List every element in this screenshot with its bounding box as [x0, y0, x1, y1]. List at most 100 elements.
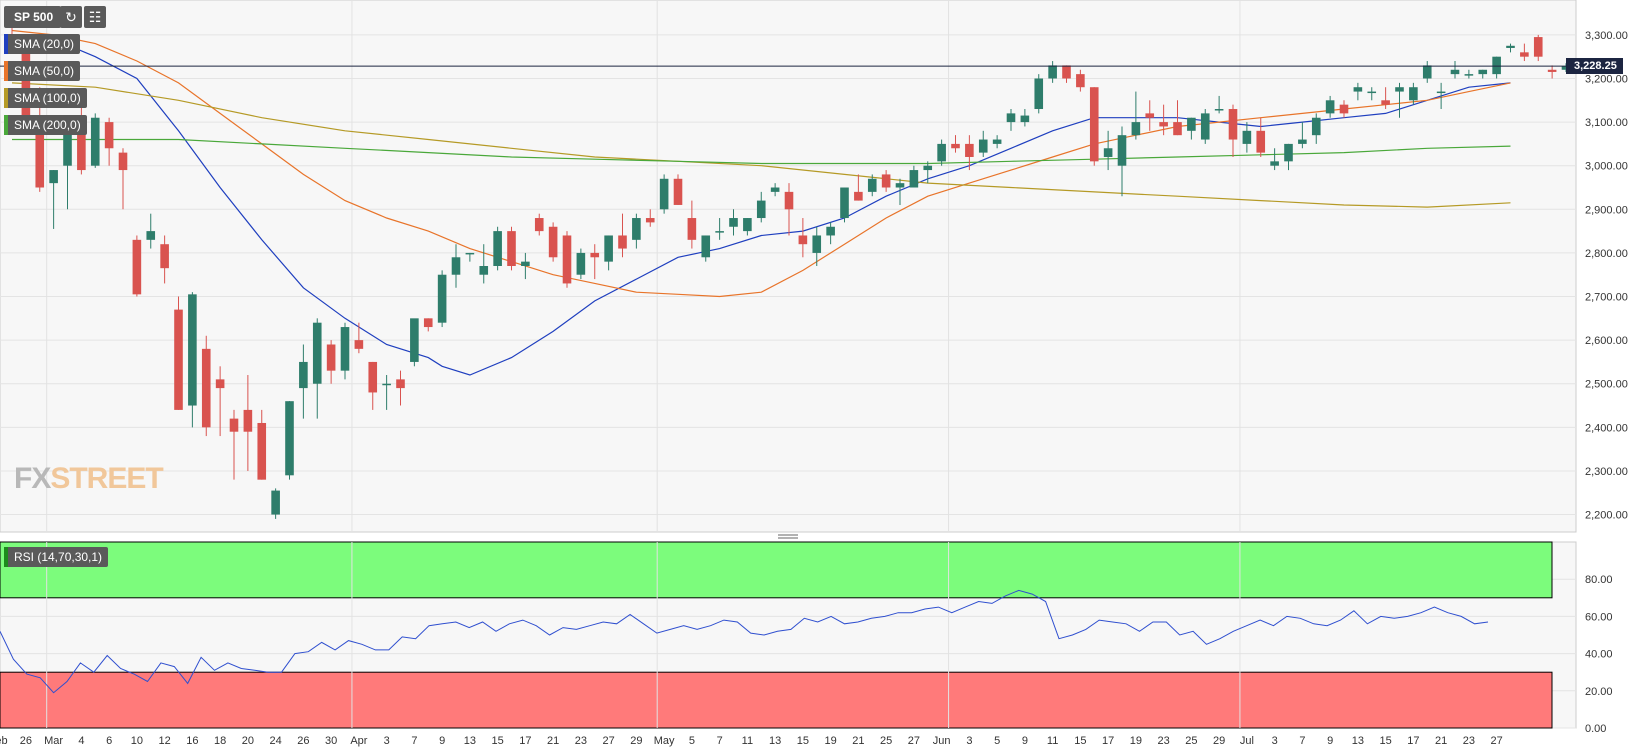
x-tick-label: 27 [1491, 735, 1503, 747]
candle-body [909, 170, 919, 188]
candle-body [1242, 130, 1252, 144]
candle-body [1089, 87, 1099, 162]
x-tick-label: 29 [1213, 735, 1225, 747]
y-tick-label: 2,500.00 [1585, 379, 1628, 391]
x-tick-label: 27 [603, 735, 615, 747]
x-tick-label: 17 [1407, 735, 1419, 747]
x-tick-label: 23 [1158, 735, 1170, 747]
candle-body [715, 231, 724, 233]
x-tick-label: 23 [1463, 735, 1475, 747]
rsi-tick-label: 0.00 [1585, 723, 1606, 735]
x-tick-label: 21 [1435, 735, 1447, 747]
fxstreet-watermark: FXSTREET [14, 462, 164, 496]
x-tick-label: Jul [1240, 735, 1254, 747]
x-tick-label: 11 [1047, 735, 1058, 747]
candle-body [562, 235, 572, 284]
y-tick-label: 3,200.00 [1585, 73, 1628, 85]
y-tick-label: 2,400.00 [1585, 422, 1628, 434]
y-tick-label: 2,200.00 [1585, 510, 1628, 522]
watermark-fx: FX [14, 462, 51, 495]
candle-body [548, 226, 558, 258]
candle-body [1325, 100, 1335, 114]
x-tick-label: 7 [1299, 735, 1305, 747]
candle-body [1131, 122, 1141, 136]
candle-body [146, 231, 156, 240]
legend-swatch [4, 115, 8, 135]
candle-body [618, 235, 627, 249]
x-tick-label: 18 [214, 735, 226, 747]
candle-body [1367, 91, 1377, 94]
candle-body [978, 139, 988, 153]
x-tick-label: 9 [1327, 735, 1333, 747]
pane-resize-handle[interactable] [778, 534, 798, 539]
rsi-line [0, 589, 1489, 694]
legend-swatch [4, 88, 8, 108]
candle-body [1145, 113, 1155, 118]
candle-body [1062, 65, 1071, 79]
candle-body [326, 344, 336, 371]
x-tick-label: Feb [0, 735, 8, 747]
symbol-label[interactable]: SP 500 [4, 6, 62, 28]
x-tick-label: 26 [20, 735, 32, 747]
candle-body [840, 187, 849, 219]
x-tick-label: 3 [1272, 735, 1278, 747]
x-tick-label: 27 [908, 735, 920, 747]
rsi-tick-label: 20.00 [1585, 686, 1613, 698]
x-tick-label: 19 [1130, 735, 1142, 747]
candle-body [965, 143, 974, 157]
x-tick-label: 5 [689, 735, 695, 747]
rsi-tick-label: 60.00 [1585, 611, 1613, 623]
candle-body [243, 409, 253, 432]
legend-sma-200[interactable]: SMA (200,0) [4, 115, 87, 135]
legend-label: SMA (200,0) [14, 118, 81, 132]
indicators-icon[interactable]: ☷ [84, 6, 106, 28]
candle-body [77, 133, 86, 171]
candle-body [756, 200, 766, 219]
x-tick-label: 15 [797, 735, 809, 747]
legend-sma-20[interactable]: SMA (20,0) [4, 34, 81, 54]
candle-body [659, 178, 669, 210]
candle-body [271, 490, 280, 515]
x-tick-label: 17 [519, 735, 531, 747]
candle-body [201, 348, 211, 428]
candle-body [1339, 104, 1349, 114]
candle-body [743, 218, 752, 232]
candle-body [1409, 87, 1418, 101]
candle-body [285, 401, 294, 476]
candle-body [770, 187, 780, 192]
candle-body [368, 361, 378, 393]
candle-body [1533, 37, 1543, 57]
candle-body [118, 152, 128, 171]
x-tick-label: 4 [78, 735, 84, 747]
candle-body [1506, 45, 1515, 48]
y-tick-label: 3,300.00 [1585, 30, 1628, 42]
refresh-icon[interactable]: ↻ [60, 6, 82, 28]
candle-body [604, 235, 613, 262]
candle-body [1173, 122, 1182, 136]
candle-body [1284, 143, 1293, 162]
candle-body [340, 327, 350, 371]
candle-body [632, 218, 641, 240]
legend-sma-100[interactable]: SMA (100,0) [4, 88, 87, 108]
rsi-tick-label: 40.00 [1585, 649, 1613, 661]
x-tick-label: 9 [1022, 735, 1028, 747]
candle-body [299, 361, 308, 389]
candle-body [1020, 115, 1030, 123]
candle-body [215, 379, 225, 389]
candle-body [104, 122, 114, 149]
legend-rsi[interactable]: RSI (14,70,30,1) [4, 547, 109, 567]
x-tick-label: 16 [186, 735, 198, 747]
candle-body [410, 318, 419, 362]
candle-body [937, 143, 946, 162]
candle-body [423, 318, 433, 328]
candle-body [1492, 56, 1501, 75]
candle-body [49, 170, 58, 184]
legend-label: RSI (14,70,30,1) [14, 550, 103, 564]
rsi-oversold-zone [0, 671, 1553, 729]
candle-body [312, 322, 322, 384]
legend-sma-50[interactable]: SMA (50,0) [4, 61, 81, 81]
x-tick-label: 9 [439, 735, 445, 747]
x-tick-label: 30 [325, 735, 337, 747]
x-tick-label: 6 [106, 735, 112, 747]
